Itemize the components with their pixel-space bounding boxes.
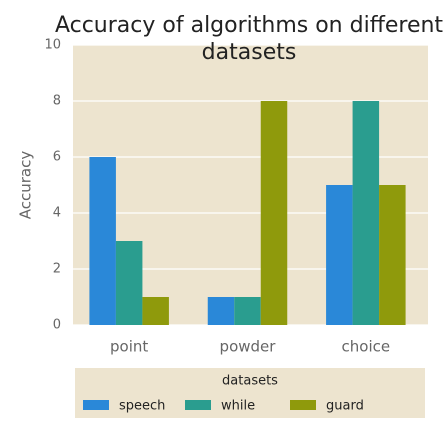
y-tick-label: 10: [44, 38, 61, 53]
bar: [89, 157, 116, 325]
legend-swatch: [185, 400, 211, 410]
x-tick-label: point: [110, 338, 148, 356]
bar: [326, 185, 353, 325]
chart-title: Accuracy of algorithms on different data…: [54, 13, 444, 65]
legend-title: datasets: [222, 374, 278, 389]
y-tick-label: 6: [53, 150, 61, 165]
x-tick-label: choice: [342, 338, 391, 356]
x-tick-label: powder: [220, 338, 277, 356]
bar: [234, 297, 261, 325]
bar: [352, 101, 380, 325]
legend-label: speech: [119, 399, 165, 414]
legend-label: while: [221, 399, 255, 414]
y-tick-label: 0: [53, 318, 61, 333]
legend-box: [75, 368, 425, 418]
legend-label: guard: [326, 399, 364, 414]
bar: [260, 101, 288, 325]
legend-swatch: [290, 400, 316, 410]
y-tick-label: 8: [53, 94, 61, 109]
bar: [115, 241, 143, 325]
y-tick-label: 4: [53, 206, 61, 221]
y-axis-label: Accuracy: [17, 151, 35, 220]
y-tick-label: 2: [53, 262, 61, 277]
bar: [207, 297, 235, 325]
bar: [142, 297, 169, 325]
bar: [379, 185, 406, 325]
legend-swatch: [83, 400, 109, 410]
